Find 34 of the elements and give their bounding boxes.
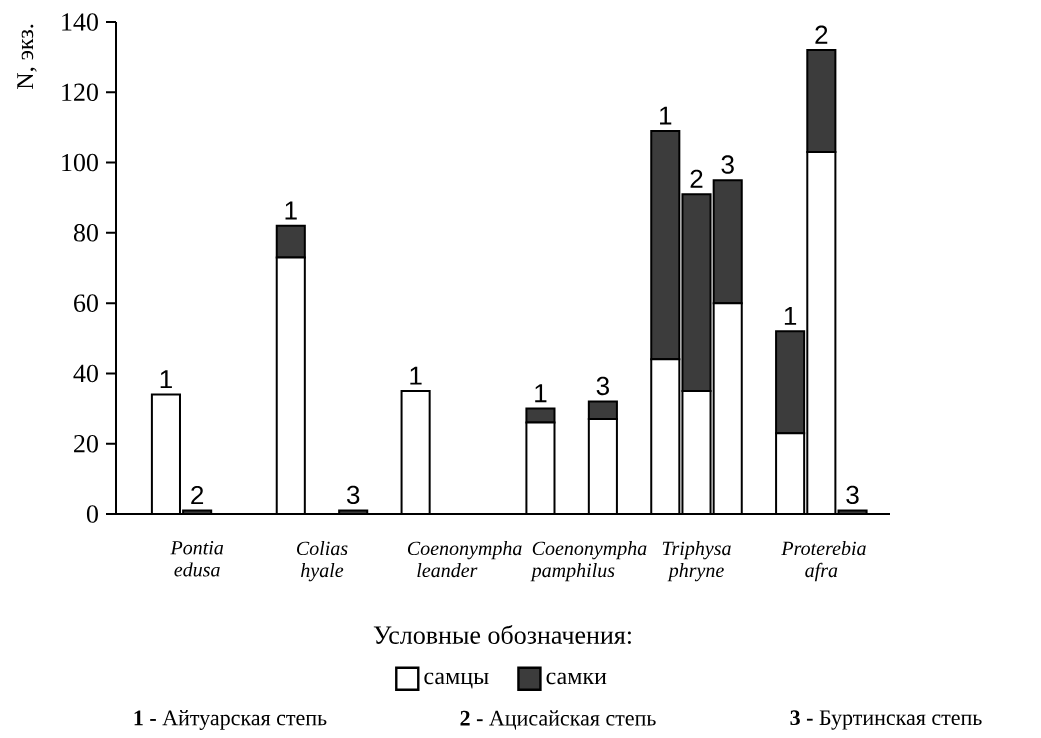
- x-tick-label: 1: [285, 201, 297, 220]
- y-tick-label: 0: [86, 505, 98, 523]
- text: 2 - Ацисайская степь: [460, 710, 656, 730]
- text: 1 - Айтуарская степь: [134, 710, 327, 730]
- x-tick-label: 2: [191, 485, 204, 505]
- y-tick-label: 60: [74, 294, 98, 312]
- x-tick-label: 3: [596, 376, 609, 396]
- legend-label: самцы: [424, 672, 489, 689]
- x-tick-label: 2: [690, 169, 703, 188]
- y-tick-label: 40: [73, 364, 98, 383]
- legend-title: Условные обозначения:: [373, 625, 631, 645]
- text: Coenonympha leander: [407, 541, 522, 578]
- x-tick-label: 1: [784, 306, 797, 325]
- x-tick-label: 2: [815, 25, 828, 44]
- x-tick-label: 1: [160, 370, 172, 389]
- y-tick-label: 120: [62, 83, 98, 102]
- x-tick-label: 3: [846, 485, 859, 505]
- text: Triphysa phryne: [662, 541, 731, 582]
- x-tick-label: 3: [346, 485, 360, 505]
- text: Colias hyale: [297, 541, 348, 582]
- y-tick-label: 80: [73, 224, 98, 242]
- y-tick-label: 100: [62, 153, 98, 172]
- y-tick-label: 20: [74, 434, 98, 453]
- text: Proterebia afra: [781, 541, 866, 582]
- x-tick-label: 1: [660, 106, 672, 125]
- y-axis-title: N, экз.: [17, 24, 37, 89]
- x-tick-label: 3: [721, 155, 734, 174]
- text: Coenonympha pamphilus: [530, 541, 647, 582]
- legend-label: самки: [546, 672, 607, 685]
- x-tick-label: 1: [410, 366, 422, 385]
- text: 3 - Буртинская степь: [790, 710, 982, 730]
- x-tick-label: 1: [535, 384, 547, 403]
- text: Pontia edusa: [170, 541, 224, 577]
- y-tick-label: 140: [62, 13, 98, 31]
